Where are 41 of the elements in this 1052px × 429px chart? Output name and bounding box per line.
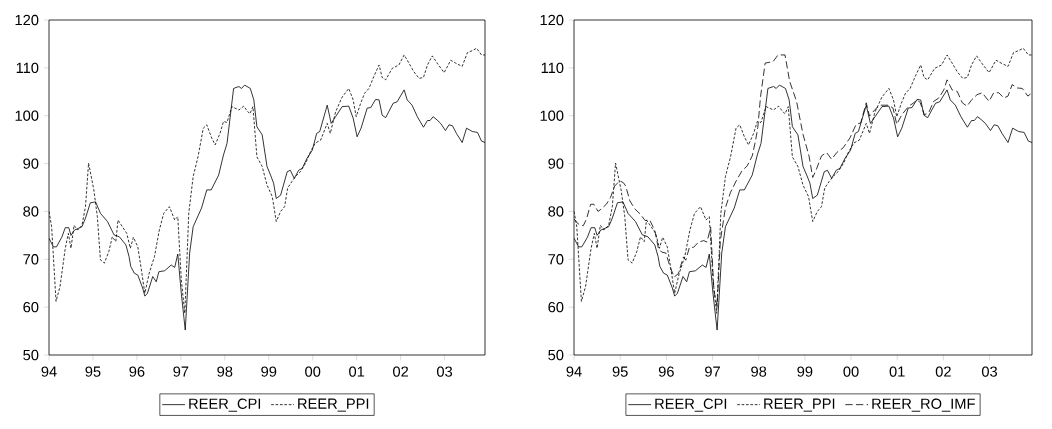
y-tick-label: 70 — [548, 254, 564, 265]
x-tick-label: 95 — [612, 366, 628, 377]
x-tick-label: 02 — [935, 366, 951, 377]
y-tick-label: 50 — [548, 349, 564, 361]
x-tick-label: 00 — [843, 366, 859, 377]
y-tick-label: 100 — [540, 110, 564, 121]
legend-label: REER_CPI — [655, 398, 727, 412]
y-tick-label: 90 — [23, 158, 39, 169]
y-tick-label: 60 — [548, 301, 564, 313]
x-tick-label: 01 — [349, 366, 365, 377]
x-tick-label: 99 — [797, 366, 813, 377]
x-tick-label: 98 — [751, 366, 767, 377]
x-tick-label: 03 — [436, 366, 453, 377]
x-tick-label: 97 — [173, 366, 189, 377]
y-tick-label: 70 — [23, 254, 39, 265]
x-tick-label: 03 — [981, 366, 998, 377]
legend-label: REER_PPI — [764, 398, 835, 412]
y-tick-label: 100 — [15, 110, 39, 121]
y-tick-label: 110 — [541, 62, 564, 74]
x-tick-label: 94 — [566, 366, 582, 377]
legend-label: REER_CPI — [189, 398, 261, 412]
legend-label: REER_PPI — [298, 398, 369, 412]
y-tick-label: 90 — [548, 158, 564, 169]
y-tick-label: 80 — [548, 206, 564, 217]
x-tick-label: 02 — [393, 366, 409, 377]
x-tick-label: 96 — [658, 366, 674, 377]
x-tick-label: 95 — [85, 366, 101, 377]
x-tick-label: 00 — [305, 366, 321, 377]
x-tick-label: 97 — [705, 366, 720, 377]
y-tick-label: 120 — [15, 14, 39, 26]
legend-label: REER_RO_IMF — [872, 398, 975, 412]
y-tick-label: 60 — [23, 301, 39, 313]
x-tick-label: 99 — [261, 366, 277, 377]
y-tick-label: 110 — [16, 62, 39, 74]
x-tick-label: 94 — [41, 366, 57, 377]
y-tick-label: 50 — [23, 349, 39, 361]
x-tick-label: 96 — [129, 366, 145, 377]
x-tick-label: 98 — [217, 366, 233, 377]
x-tick-label: 01 — [889, 366, 905, 377]
y-tick-label: 120 — [540, 14, 564, 26]
y-tick-label: 80 — [23, 206, 39, 217]
